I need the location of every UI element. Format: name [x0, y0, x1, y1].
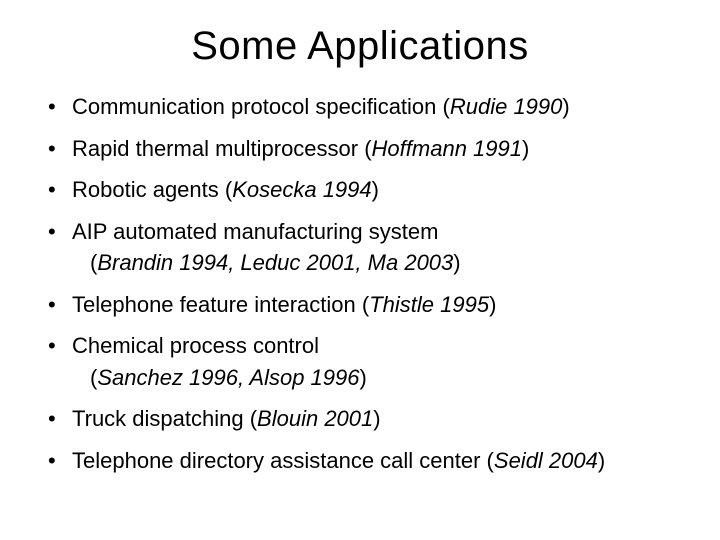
- slide-title: Some Applications: [40, 24, 680, 69]
- bullet-item: Truck dispatching (Blouin 2001): [44, 405, 680, 433]
- bullet-item: Telephone feature interaction (Thistle 1…: [44, 291, 680, 319]
- bullet-item: Chemical process control(Sanchez 1996, A…: [44, 332, 680, 391]
- bullet-item: AIP automated manufacturing system(Brand…: [44, 218, 680, 277]
- bullet-item: Robotic agents (Kosecka 1994): [44, 176, 680, 204]
- bullet-list: Communication protocol specification (Ru…: [40, 93, 680, 474]
- bullet-item: Communication protocol specification (Ru…: [44, 93, 680, 121]
- bullet-item: Rapid thermal multiprocessor (Hoffmann 1…: [44, 135, 680, 163]
- slide: Some Applications Communication protocol…: [0, 0, 720, 540]
- bullet-item: Telephone directory assistance call cent…: [44, 447, 680, 475]
